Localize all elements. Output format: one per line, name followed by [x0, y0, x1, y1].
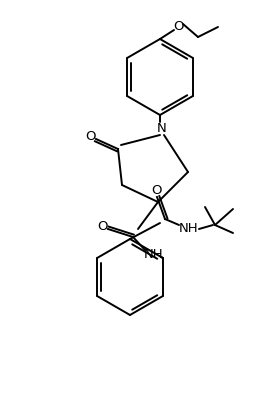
- Text: O: O: [173, 20, 183, 33]
- Text: NH: NH: [144, 249, 164, 262]
- Text: O: O: [85, 131, 95, 144]
- Text: NH: NH: [179, 223, 199, 236]
- Text: N: N: [157, 122, 167, 134]
- Text: O: O: [152, 184, 162, 197]
- Text: O: O: [97, 221, 107, 234]
